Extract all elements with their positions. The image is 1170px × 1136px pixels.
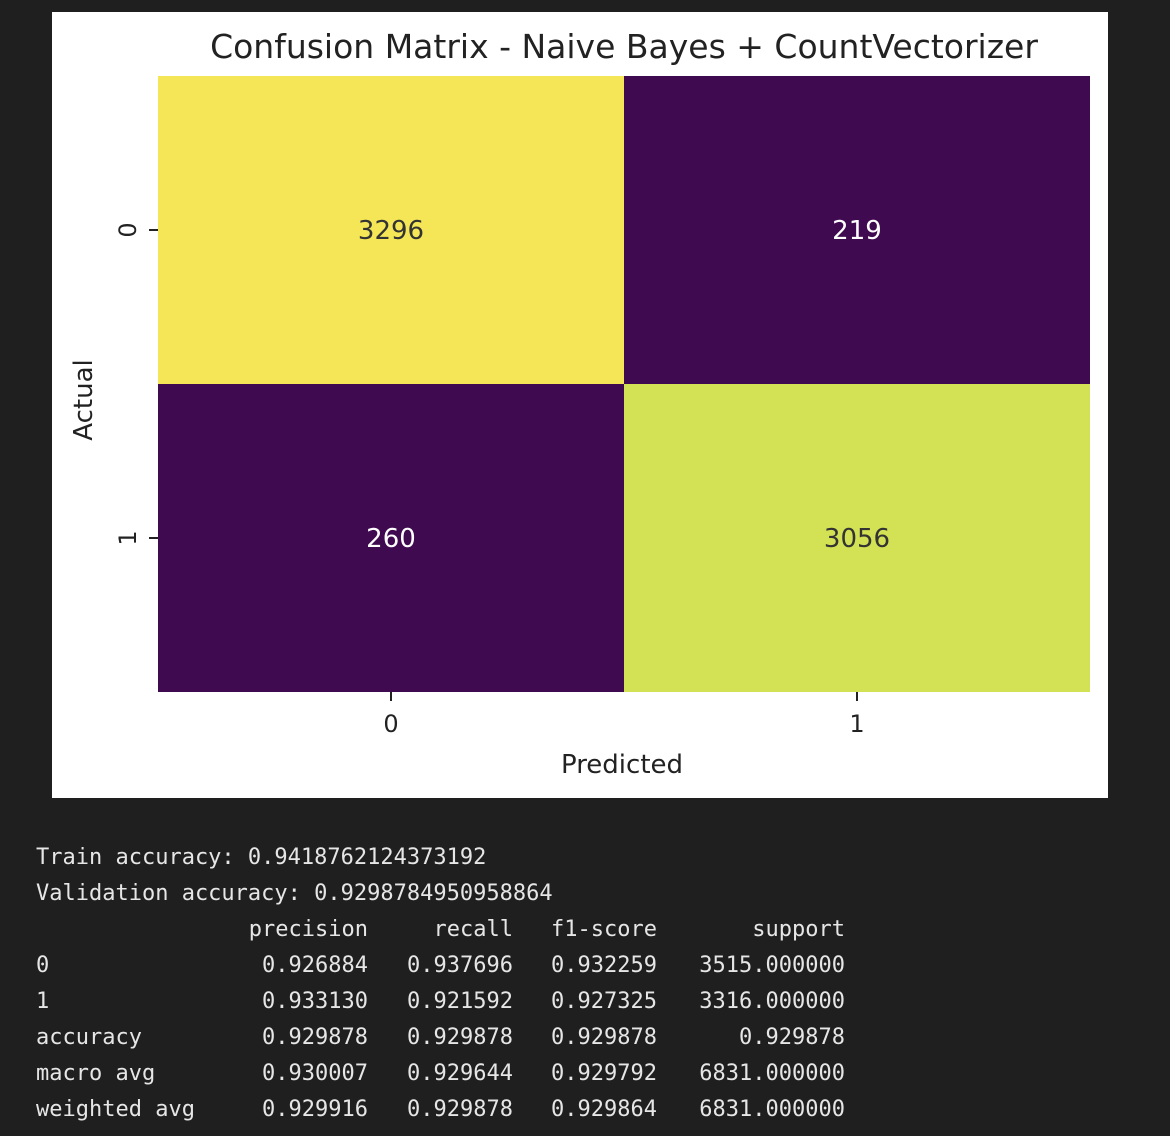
report-header-precision: precision [248, 917, 368, 942]
validation-accuracy-line: Validation accuracy: 0.9298784950958864 [36, 881, 553, 906]
report-row-label: weighted avg [36, 1097, 195, 1122]
report-header-f1-score: f1-score [551, 917, 657, 942]
report-value-recall: 0.921592 [407, 989, 513, 1014]
report-value-precision: 0.933130 [262, 989, 368, 1014]
report-value-precision: 0.926884 [262, 953, 368, 978]
x-tick-label-0: 0 [383, 710, 398, 738]
heatmap-cell-1-0 [158, 384, 624, 692]
cell-annotation-0-0: 3296 [358, 216, 424, 246]
chart-title: Confusion Matrix - Naive Bayes + CountVe… [210, 27, 1038, 66]
heatmap-annotations: 3296 219 260 3056 [358, 216, 890, 554]
report-header-row: precision recall f1-score support [0, 912, 1170, 948]
report-value-support: 3515.000000 [699, 953, 845, 978]
cell-annotation-1-0: 260 [366, 524, 416, 554]
report-value-recall: 0.929644 [407, 1061, 513, 1086]
report-row-label: 1 [36, 989, 50, 1014]
report-value-precision: 0.929878 [262, 1025, 368, 1050]
y-axis-ticks: 01 [114, 222, 158, 546]
report-value-precision: 0.930007 [262, 1061, 368, 1086]
x-axis-label: Predicted [561, 750, 683, 780]
report-row-label: macro avg [36, 1061, 156, 1086]
heatmap-cells [158, 76, 1090, 692]
confusion-matrix-figure: Confusion Matrix - Naive Bayes + CountVe… [52, 12, 1108, 798]
report-header-support: support [752, 917, 845, 942]
y-axis-label: Actual [69, 359, 99, 440]
report-value-support: 6831.000000 [699, 1097, 845, 1122]
report-value-support: 3316.000000 [699, 989, 845, 1014]
heatmap-cell-0-1 [624, 76, 1090, 384]
report-row-label: 0 [36, 953, 50, 978]
report-value-f1-score: 0.929864 [551, 1097, 657, 1122]
report-value-support: 0.929878 [739, 1025, 845, 1050]
heatmap-cell-1-1 [624, 384, 1090, 692]
report-header-recall: recall [433, 917, 513, 942]
confusion-matrix-chart: Confusion Matrix - Naive Bayes + CountVe… [69, 27, 1090, 780]
heatmap-cell-0-0 [158, 76, 624, 384]
report-value-f1-score: 0.932259 [551, 953, 657, 978]
report-value-support: 6831.000000 [699, 1061, 845, 1086]
report-row: macro avg 0.930007 0.929644 0.929792 6831.00… [0, 1056, 1170, 1092]
report-row: weighted avg 0.929916 0.929878 0.929864 6831… [0, 1092, 1170, 1128]
report-row: 0 0.926884 0.937696 0.932259 3515.000000 [0, 948, 1170, 984]
report-row: accuracy 0.929878 0.929878 0.929878 0.929878 [0, 1020, 1170, 1056]
y-tick-label-0: 0 [114, 222, 142, 237]
report-row-label: accuracy [36, 1025, 142, 1050]
report-value-f1-score: 0.927325 [551, 989, 657, 1014]
report-value-f1-score: 0.929792 [551, 1061, 657, 1086]
report-row: 1 0.933130 0.921592 0.927325 3316.000000 [0, 984, 1170, 1020]
cell-annotation-0-1: 219 [832, 216, 882, 246]
report-value-f1-score: 0.929878 [551, 1025, 657, 1050]
report-value-recall: 0.929878 [407, 1097, 513, 1122]
cell-annotation-1-1: 3056 [824, 524, 890, 554]
x-tick-label-1: 1 [849, 710, 864, 738]
train-accuracy-line: Train accuracy: 0.9418762124373192 [36, 845, 487, 870]
output-cutoff [0, 1126, 1170, 1136]
y-tick-label-1: 1 [114, 530, 142, 545]
report-value-precision: 0.929916 [262, 1097, 368, 1122]
report-value-recall: 0.937696 [407, 953, 513, 978]
report-value-recall: 0.929878 [407, 1025, 513, 1050]
